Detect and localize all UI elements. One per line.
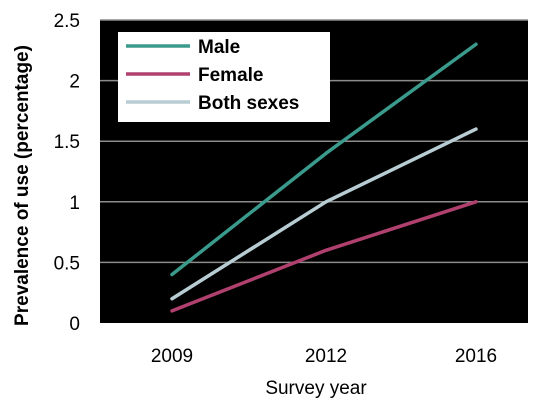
legend-label: Male xyxy=(198,37,240,58)
y-axis-title: Prevalence of use (percentage) xyxy=(12,45,33,326)
x-tick-label: 2016 xyxy=(455,346,497,367)
x-axis-title: Survey year xyxy=(265,378,367,399)
y-axis-ticks: 0 0.5 1 1.5 2 2.5 xyxy=(54,11,80,335)
y-tick-label: 1 xyxy=(69,193,80,214)
legend-label: Both sexes xyxy=(198,93,299,114)
series-line-female xyxy=(170,200,478,313)
x-axis-ticks: 2009 2012 2016 xyxy=(151,346,497,367)
legend: Male Female Both sexes xyxy=(118,32,330,122)
legend-label: Female xyxy=(198,65,263,86)
series-line-male xyxy=(170,42,478,277)
y-tick-label: 0.5 xyxy=(54,253,80,274)
y-tick-label: 0 xyxy=(69,314,80,335)
y-tick-label: 2 xyxy=(69,72,80,93)
x-tick-label: 2012 xyxy=(305,346,347,367)
y-tick-label: 2.5 xyxy=(54,11,80,32)
series-line-both-sexes xyxy=(170,127,478,301)
y-tick-label: 1.5 xyxy=(54,132,80,153)
x-tick-label: 2009 xyxy=(151,346,193,367)
series-lines xyxy=(170,42,478,313)
